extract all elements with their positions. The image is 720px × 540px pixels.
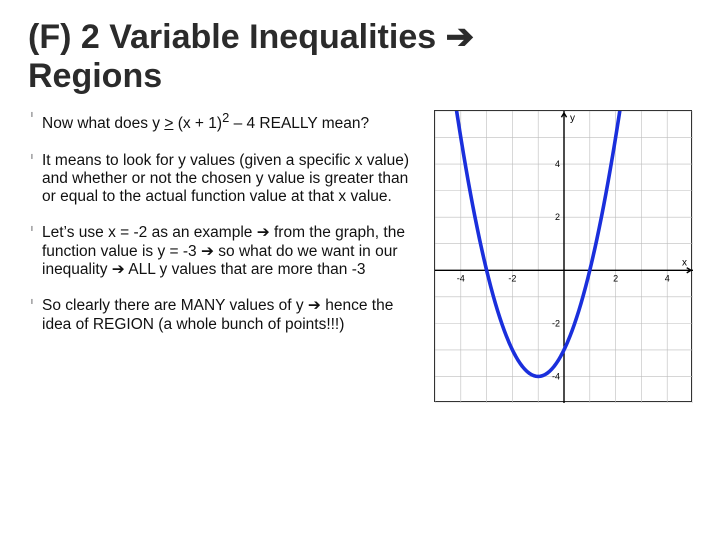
svg-text:4: 4 [555, 159, 560, 169]
svg-text:-2: -2 [508, 273, 516, 283]
content-row: ٰNow what does y > (x + 1)2 – 4 REALLY m… [28, 110, 692, 402]
slide: (F) 2 Variable Inequalities ➔Regions ٰNo… [0, 0, 720, 540]
bullet-item: ٰLet’s use x = -2 as an example ➔ from t… [28, 224, 420, 279]
bullet-item: ٰSo clearly there are MANY values of y ➔… [28, 297, 420, 334]
bullet-text: Now what does y > (x + 1)2 – 4 REALLY me… [42, 110, 420, 133]
slide-title: (F) 2 Variable Inequalities ➔Regions [28, 18, 692, 96]
bullet-marker-icon: ٰ [28, 154, 42, 173]
svg-text:x: x [682, 257, 687, 268]
svg-text:y: y [570, 113, 575, 124]
bullet-text: It means to look for y values (given a s… [42, 152, 420, 207]
svg-text:-4: -4 [457, 273, 465, 283]
bullet-marker-icon: ٰ [28, 112, 42, 131]
bullet-marker-icon: ٰ [28, 299, 42, 318]
svg-text:-2: -2 [552, 319, 560, 329]
bullet-text: So clearly there are MANY values of y ➔ … [42, 297, 420, 334]
bullet-text: Let’s use x = -2 as an example ➔ from th… [42, 224, 420, 279]
svg-text:4: 4 [665, 273, 670, 283]
bullet-item: ٰNow what does y > (x + 1)2 – 4 REALLY m… [28, 110, 420, 133]
svg-text:-4: -4 [552, 372, 560, 382]
parabola-graph: -4 -2 2 4 -4 -2 2 4 x y [434, 110, 692, 402]
svg-text:2: 2 [613, 273, 618, 283]
svg-text:2: 2 [555, 212, 560, 222]
bullet-list: ٰNow what does y > (x + 1)2 – 4 REALLY m… [28, 110, 420, 402]
bullet-item: ٰIt means to look for y values (given a … [28, 152, 420, 207]
bullet-marker-icon: ٰ [28, 226, 42, 245]
